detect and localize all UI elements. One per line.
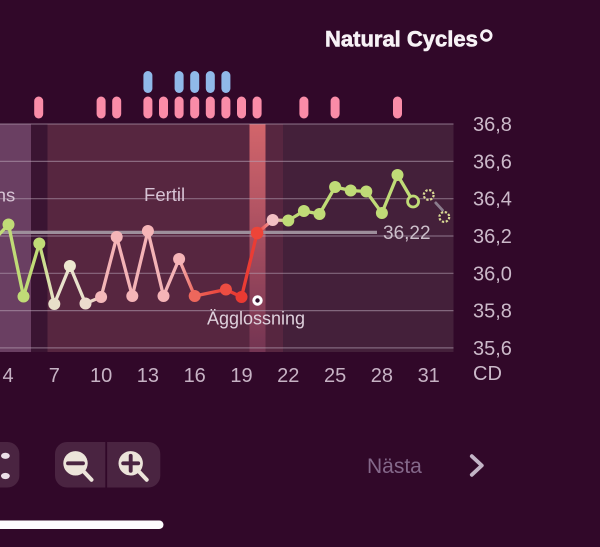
svg-text:10: 10 xyxy=(90,365,112,387)
svg-text:4: 4 xyxy=(2,365,13,387)
svg-text:19: 19 xyxy=(230,365,252,387)
svg-text:16: 16 xyxy=(184,365,206,387)
svg-text:Nästa: Nästa xyxy=(367,455,422,478)
svg-text:36,0: 36,0 xyxy=(473,263,512,285)
svg-text:36,8: 36,8 xyxy=(473,114,512,136)
svg-text:31: 31 xyxy=(418,365,440,387)
svg-text:36,2: 36,2 xyxy=(473,226,512,248)
svg-text:Natural Cycles: Natural Cycles xyxy=(325,27,478,52)
svg-text:36,22: 36,22 xyxy=(383,223,431,244)
svg-text:7: 7 xyxy=(49,365,60,387)
svg-text:CD: CD xyxy=(473,363,502,385)
svg-text:35,6: 35,6 xyxy=(473,338,512,360)
svg-text:28: 28 xyxy=(371,365,393,387)
svg-text:Mens: Mens xyxy=(0,185,15,206)
svg-text:36,6: 36,6 xyxy=(473,151,512,173)
svg-text:35,8: 35,8 xyxy=(473,301,512,323)
svg-text:22: 22 xyxy=(277,365,299,387)
svg-text:13: 13 xyxy=(137,365,159,387)
svg-text:36,4: 36,4 xyxy=(473,189,512,211)
svg-text:Fertil: Fertil xyxy=(144,184,185,205)
svg-text:Ägglossning: Ägglossning xyxy=(207,309,305,329)
svg-text:25: 25 xyxy=(324,365,346,387)
